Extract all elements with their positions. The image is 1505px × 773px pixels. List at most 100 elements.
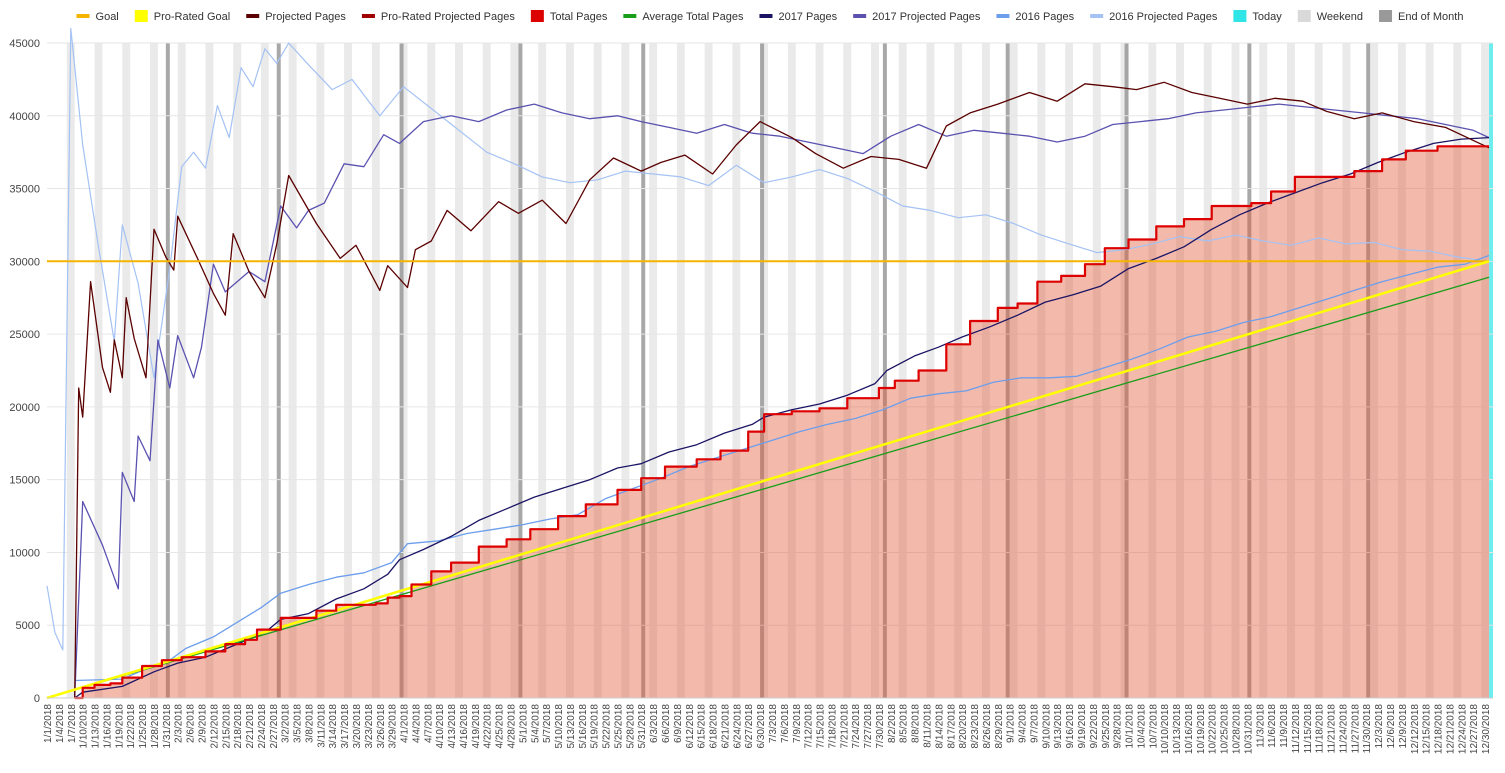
weekend-band [565,43,574,698]
x-tick-label: 2/27/2018 [269,704,280,749]
x-tick-label: 3/29/2018 [388,704,399,749]
x-tick-label: 10/31/2018 [1243,704,1254,754]
legend-swatch-p2017 [759,14,773,18]
x-tick-label: 11/3/2018 [1255,704,1266,748]
x-tick-label: 8/2/2018 [887,704,898,743]
y-tick-label: 20000 [9,402,40,414]
legend-label-p2017proj: 2017 Projected Pages [872,11,981,23]
x-tick-label: 4/4/2018 [411,704,422,743]
weekend-band [815,43,824,698]
x-tick-label: 10/22/2018 [1208,704,1219,754]
legend-swatch-prorated_projected [361,14,375,18]
weekend-band [1176,43,1184,698]
x-tick-label: 10/4/2018 [1136,704,1147,749]
x-tick-label: 12/21/2018 [1445,704,1456,754]
x-tick-label: 7/30/2018 [875,704,886,749]
legend-swatch-p2016 [996,14,1010,18]
legend-swatch-p2016proj [1090,14,1104,18]
weekend-band [621,43,630,698]
weekend-band [649,43,658,698]
x-tick-label: 9/16/2018 [1065,704,1076,749]
x-tick-label: 8/20/2018 [958,704,969,749]
weekend-band [1037,43,1046,698]
weekend-band [954,43,963,698]
series-line-projected [74,81,1490,699]
legend-swatch-goal [76,14,90,18]
x-tick-label: 6/9/2018 [673,704,684,743]
x-tick-label: 10/16/2018 [1184,704,1195,754]
weekend-band [371,43,380,698]
x-tick-label: 2/18/2018 [233,704,244,749]
x-tick-label: 10/25/2018 [1220,704,1231,754]
end-of-month-band [641,43,646,698]
x-tick-label: 5/19/2018 [590,704,601,749]
x-tick-label: 3/14/2018 [328,704,339,749]
x-tick-label: 11/12/2018 [1291,704,1302,754]
series-line-p2017proj [74,103,1490,699]
x-tick-label: 6/27/2018 [744,704,755,749]
y-tick-label: 45000 [9,38,40,50]
x-tick-label: 8/5/2018 [899,704,910,743]
x-tick-label: 4/22/2018 [483,704,494,749]
weekend-band [1009,43,1018,698]
x-tick-label: 2/3/2018 [174,704,185,743]
x-tick-label: 6/30/2018 [756,704,767,749]
weekend-band [704,43,713,698]
y-tick-label: 35000 [9,184,40,196]
weekend-band [1397,43,1406,698]
x-tick-label: 2/21/2018 [245,704,256,749]
weekend-band [732,43,741,698]
x-tick-label: 12/27/2018 [1469,704,1480,754]
legend-label-eom: End of Month [1398,11,1463,23]
x-tick-label: 12/12/2018 [1410,704,1421,754]
x-tick-label: 7/21/2018 [839,704,850,749]
x-tick-label: 6/15/2018 [697,704,708,749]
x-tick-label: 4/28/2018 [507,704,518,749]
x-tick-label: 4/1/2018 [400,704,411,743]
end-of-month-band [276,43,281,698]
weekend-band [1314,43,1323,698]
x-tick-label: 7/15/2018 [816,704,827,749]
legend-label-weekend: Weekend [1317,11,1363,23]
x-tick-label: 8/14/2018 [934,704,945,749]
x-tick-label: 7/18/2018 [827,704,838,749]
x-tick-label: 6/24/2018 [732,704,743,749]
legend: Goal Pro-Rated Goal Projected Pages Pro-Rat… [76,10,1463,23]
weekend-band [1203,43,1212,698]
series-line-avg_total [46,276,1490,699]
x-tick-label: 2/9/2018 [198,704,209,743]
x-tick-label: 7/27/2018 [863,704,874,749]
legend-swatch-total [530,10,544,22]
x-tick-label: 12/30/2018 [1481,704,1492,754]
weekend-band [981,43,990,698]
legend-swatch-today [1233,10,1247,22]
y-tick-label: 40000 [9,111,40,123]
x-tick-label: 6/3/2018 [649,704,660,743]
x-tick-label: 12/3/2018 [1374,704,1385,749]
x-tick-label: 8/26/2018 [982,704,993,749]
x-tick-label: 3/11/2018 [316,704,327,748]
x-tick-label: 8/8/2018 [911,704,922,743]
x-tick-label: 1/4/2018 [55,704,66,743]
x-tick-label: 10/10/2018 [1160,704,1171,754]
weekend-band [676,43,685,698]
x-tick-label: 6/21/2018 [720,704,731,749]
x-tick-label: 3/17/2018 [340,704,351,749]
x-tick-label: 4/16/2018 [459,704,470,749]
x-tick-label: 11/21/2018 [1327,704,1338,754]
x-tick-label: 8/11/2018 [922,704,933,748]
series-line-p2016proj [46,27,1490,651]
weekend-band [177,43,186,698]
legend-swatch-avg_total [623,14,637,18]
x-tick-label: 5/28/2018 [625,704,636,749]
x-tick-label: 11/24/2018 [1338,704,1349,754]
x-tick-label: 9/7/2018 [1029,704,1040,743]
x-tick-label: 11/30/2018 [1362,704,1373,754]
weekend-band [1481,43,1490,698]
end-of-month-band [760,43,765,698]
end-of-month-band [1366,43,1371,698]
x-tick-label: 2/24/2018 [257,704,268,749]
x-tick-label: 4/19/2018 [471,704,482,749]
x-tick-label: 1/28/2018 [150,704,161,749]
legend-swatch-eom [1379,10,1393,22]
